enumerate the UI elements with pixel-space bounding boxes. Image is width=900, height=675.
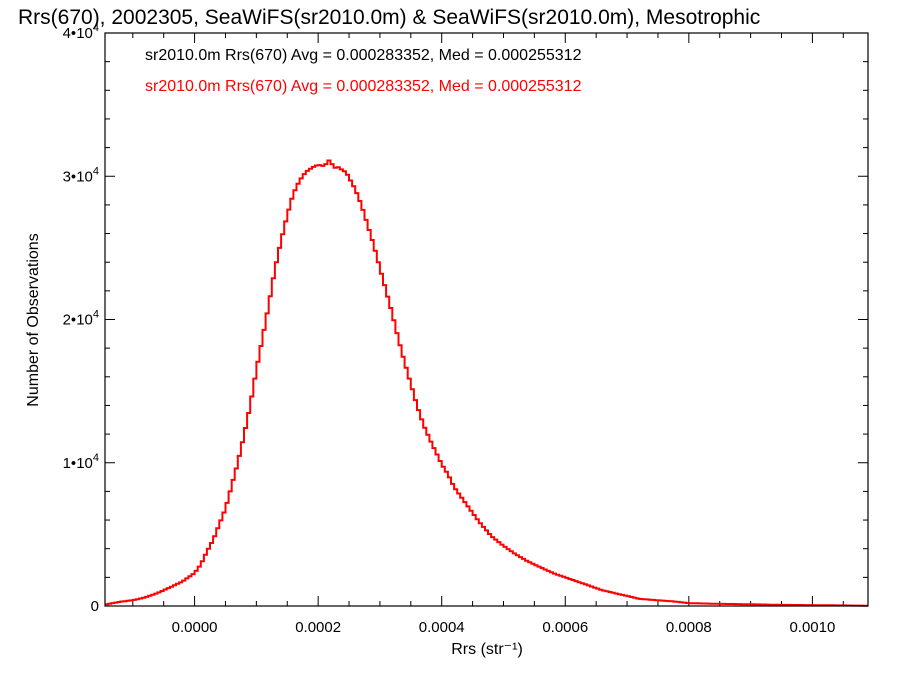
y-tick-label: 1•104	[63, 452, 99, 472]
legend-entry-black: sr2010.0m Rrs(670) Avg = 0.000283352, Me…	[145, 47, 582, 64]
chart-title: Rrs(670), 2002305, SeaWiFS(sr2010.0m) & …	[18, 6, 760, 29]
x-axis-label: Rrs (str⁻¹)	[451, 641, 523, 658]
legend-entry-red: sr2010.0m Rrs(670) Avg = 0.000283352, Me…	[145, 78, 582, 95]
y-axis-label: Number of Observations	[25, 233, 42, 406]
x-tick-label: 0.0000	[172, 619, 218, 636]
plot-frame	[104, 32, 869, 607]
y-tick-label: 2•104	[63, 309, 99, 329]
axis-ticks	[105, 32, 868, 607]
y-tick-label: 4•104	[63, 22, 99, 42]
x-tick-label: 0.0006	[542, 619, 588, 636]
y-tick-label: 0	[91, 598, 99, 615]
tick-labels: 0.0000 0.0002 0.0004 0.0006 0.0008 0.0010 0 1•1…	[63, 22, 836, 636]
y-tick-label: 3•104	[63, 165, 99, 185]
x-tick-label: 0.0002	[295, 619, 341, 636]
legend: sr2010.0m Rrs(670) Avg = 0.000283352, Me…	[145, 47, 582, 95]
x-tick-label: 0.0008	[666, 619, 712, 636]
x-tick-label: 0.0010	[789, 619, 835, 636]
x-tick-label: 0.0004	[419, 619, 465, 636]
histogram-series-red	[105, 159, 868, 607]
